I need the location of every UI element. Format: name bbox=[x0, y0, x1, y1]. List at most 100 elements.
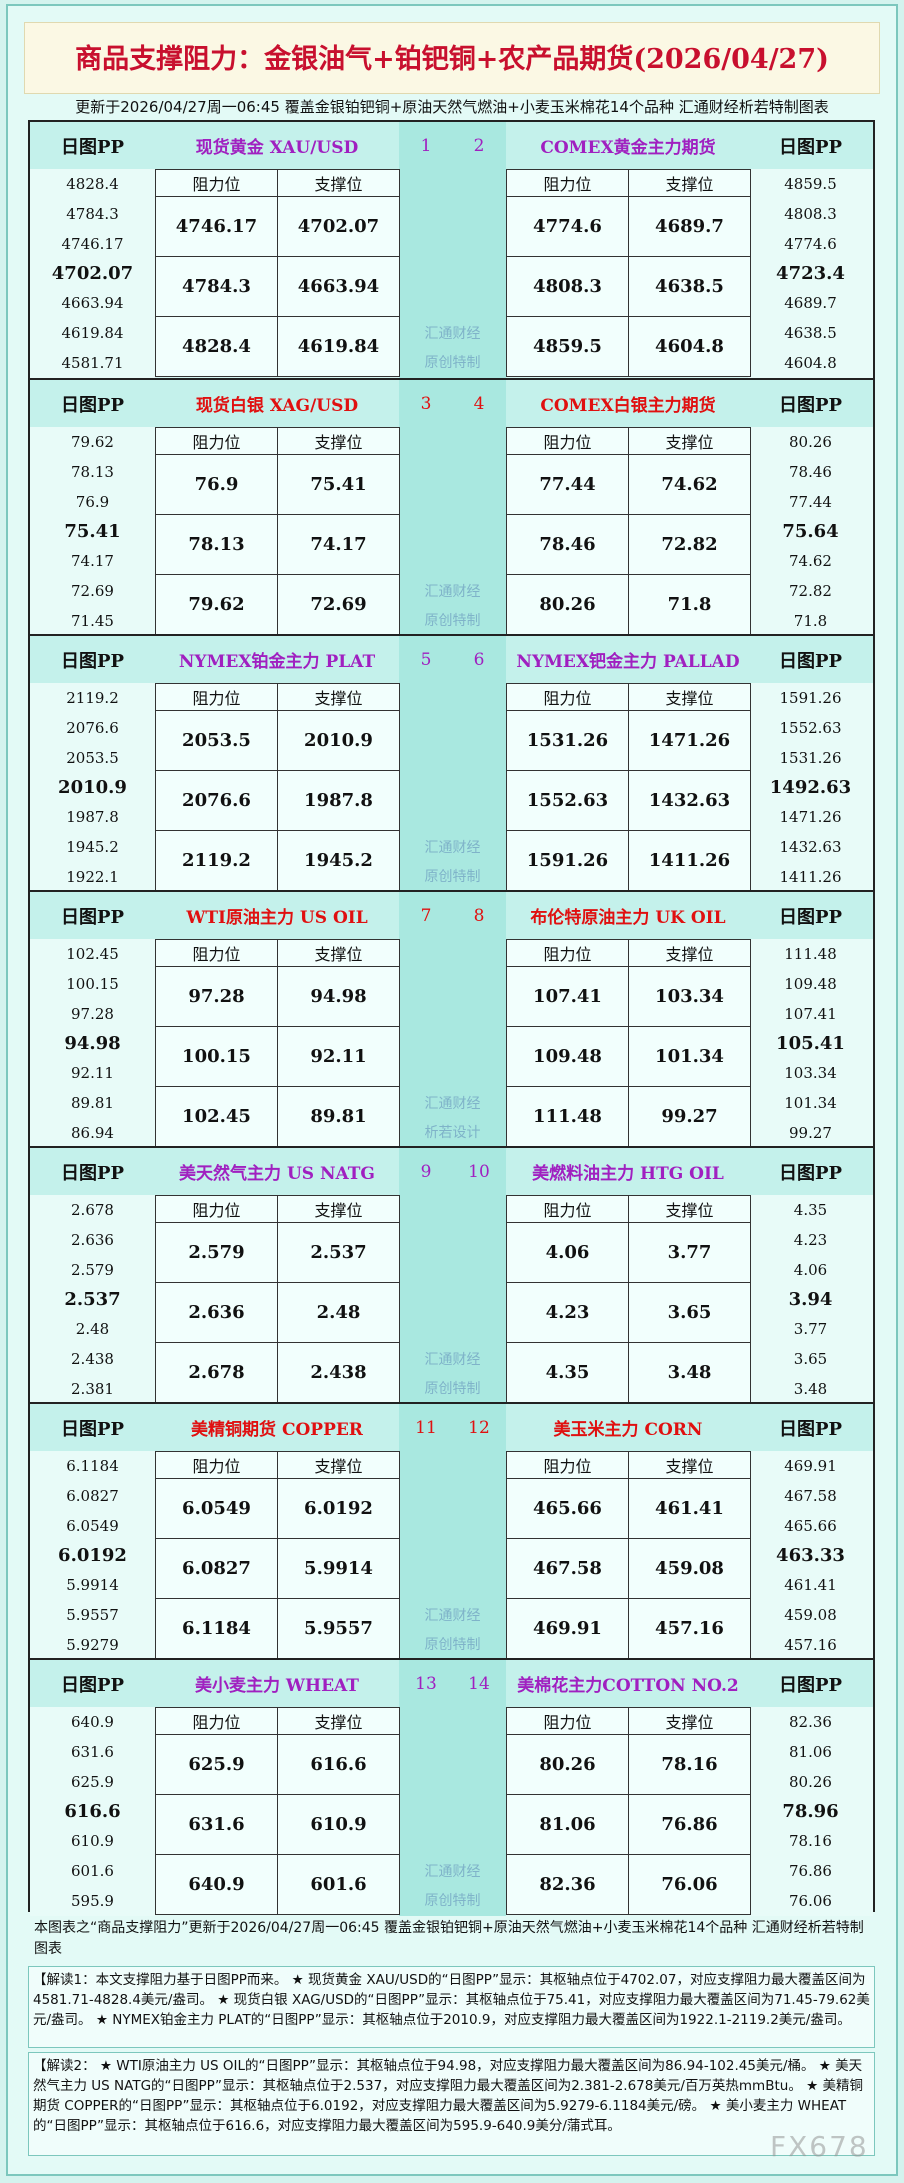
pp-value: 625.9 bbox=[71, 1772, 114, 1791]
pp-value: 4828.4 bbox=[66, 174, 119, 193]
middle-column bbox=[399, 636, 506, 892]
pp-value: 4619.84 bbox=[61, 324, 124, 343]
support-value: 2.48 bbox=[277, 1282, 400, 1343]
pp-value: 71.45 bbox=[71, 612, 114, 631]
support-value: 1411.26 bbox=[628, 830, 751, 891]
pp-value: 1492.63 bbox=[769, 776, 852, 798]
pp-value: 76.9 bbox=[75, 492, 110, 511]
section-watermark: 汇通财经 bbox=[424, 584, 481, 600]
product-number: 13 bbox=[415, 1673, 437, 1694]
product-name: 美小麦主力 WHEAT bbox=[195, 1676, 359, 1696]
support-value: 6.0192 bbox=[277, 1478, 400, 1539]
resistance-value: 640.9 bbox=[155, 1854, 278, 1915]
resistance-value: 2119.2 bbox=[155, 830, 278, 891]
resistance-value: 4746.17 bbox=[155, 196, 278, 257]
pp-value: 6.0827 bbox=[66, 1486, 119, 1505]
support-value: 3.65 bbox=[628, 1282, 751, 1343]
support-value: 4619.84 bbox=[277, 316, 400, 377]
pp-value: 2.438 bbox=[71, 1350, 114, 1369]
pp-value: 465.66 bbox=[784, 1516, 837, 1535]
section-watermark: 析若设计 bbox=[424, 1125, 481, 1141]
resistance-value: 2.678 bbox=[155, 1342, 278, 1403]
pp-value: 2076.6 bbox=[66, 718, 119, 737]
pp-value: 3.48 bbox=[793, 1380, 828, 1399]
product-number: 10 bbox=[468, 1161, 490, 1182]
pp-value: 89.81 bbox=[71, 1094, 114, 1113]
pp-header: 日图PP bbox=[778, 650, 843, 672]
product-name: 美燃料油主力 HTG OIL bbox=[532, 1164, 724, 1184]
table-header-cell: 支撑位 bbox=[628, 427, 751, 455]
support-value: 89.81 bbox=[277, 1086, 400, 1147]
pp-value: 74.17 bbox=[71, 552, 114, 571]
product-name: COMEX白银主力期货 bbox=[540, 396, 716, 416]
section-watermark: 汇通财经 bbox=[424, 1608, 481, 1624]
support-value: 4638.5 bbox=[628, 256, 751, 317]
table-header-cell: 支撑位 bbox=[277, 427, 400, 455]
resistance-value: 81.06 bbox=[506, 1794, 629, 1855]
pp-value: 75.41 bbox=[64, 520, 121, 542]
pp-value: 3.77 bbox=[793, 1320, 828, 1339]
pp-value: 102.45 bbox=[66, 944, 119, 963]
support-value: 601.6 bbox=[277, 1854, 400, 1915]
middle-column bbox=[399, 122, 506, 378]
pp-value: 1945.2 bbox=[66, 838, 119, 857]
resistance-value: 80.26 bbox=[506, 574, 629, 635]
table-header-cell: 支撑位 bbox=[628, 1707, 751, 1735]
pp-value: 640.9 bbox=[71, 1712, 114, 1731]
resistance-value: 77.44 bbox=[506, 454, 629, 515]
support-value: 2.438 bbox=[277, 1342, 400, 1403]
pp-header: 日图PP bbox=[778, 1674, 843, 1696]
table-header-cell: 支撑位 bbox=[277, 1707, 400, 1735]
resistance-value: 79.62 bbox=[155, 574, 278, 635]
pp-value: 459.08 bbox=[784, 1606, 837, 1625]
resistance-value: 109.48 bbox=[506, 1026, 629, 1087]
support-value: 1987.8 bbox=[277, 770, 400, 831]
middle-column bbox=[399, 1660, 506, 1916]
title-bar bbox=[24, 22, 880, 94]
table-header-cell: 阻力位 bbox=[506, 427, 629, 455]
support-value: 616.6 bbox=[277, 1734, 400, 1795]
product-name: WTI原油主力 US OIL bbox=[186, 908, 368, 928]
pp-value: 5.9557 bbox=[66, 1606, 119, 1625]
pp-value: 2010.9 bbox=[58, 776, 127, 798]
product-number: 5 bbox=[420, 649, 432, 670]
pp-value: 4.35 bbox=[793, 1200, 828, 1219]
pp-header: 日图PP bbox=[778, 1418, 843, 1440]
resistance-value: 6.0549 bbox=[155, 1478, 278, 1539]
pp-value: 74.62 bbox=[789, 552, 832, 571]
pp-column bbox=[748, 939, 873, 1148]
section-watermark: 汇通财经 bbox=[424, 840, 481, 856]
support-value: 5.9557 bbox=[277, 1598, 400, 1659]
table-header-cell: 阻力位 bbox=[506, 1707, 629, 1735]
table-header-cell: 支撑位 bbox=[628, 683, 751, 711]
product-name: 美天然气主力 US NATG bbox=[179, 1164, 375, 1184]
pp-value: 6.0549 bbox=[66, 1516, 119, 1535]
pp-value: 1922.1 bbox=[66, 868, 119, 887]
pp-value: 75.64 bbox=[782, 520, 839, 542]
product-number: 9 bbox=[420, 1161, 432, 1182]
section-watermark: 汇通财经 bbox=[424, 1352, 481, 1368]
pp-value: 78.13 bbox=[71, 462, 114, 481]
pp-value: 94.98 bbox=[64, 1032, 121, 1054]
pp-header: 日图PP bbox=[778, 1162, 843, 1184]
pp-value: 78.16 bbox=[789, 1832, 832, 1851]
pp-value: 4702.07 bbox=[51, 262, 134, 284]
pp-value: 4784.3 bbox=[66, 204, 119, 223]
table-frame: 日图PP 现货黄金 XAU/USD 1 4828.4 4784.3 4746.17 4702… bbox=[28, 120, 875, 1916]
table-header-cell: 阻力位 bbox=[506, 939, 629, 967]
resistance-value: 4808.3 bbox=[506, 256, 629, 317]
pp-value: 4604.8 bbox=[784, 354, 837, 373]
pp-value: 2.48 bbox=[75, 1320, 110, 1339]
pp-value: 81.06 bbox=[789, 1742, 832, 1761]
table-header-cell: 支撑位 bbox=[628, 169, 751, 197]
section-watermark: 原创特制 bbox=[424, 869, 481, 885]
table-header-cell: 支撑位 bbox=[277, 939, 400, 967]
pp-value: 3.65 bbox=[793, 1350, 828, 1369]
table-header-cell: 支撑位 bbox=[628, 1451, 751, 1479]
resistance-value: 4859.5 bbox=[506, 316, 629, 377]
pp-value: 4581.71 bbox=[61, 354, 124, 373]
resistance-value: 467.58 bbox=[506, 1538, 629, 1599]
pp-value: 4.23 bbox=[793, 1230, 828, 1249]
pp-header: 日图PP bbox=[60, 1418, 125, 1440]
table-header-cell: 支撑位 bbox=[277, 1451, 400, 1479]
